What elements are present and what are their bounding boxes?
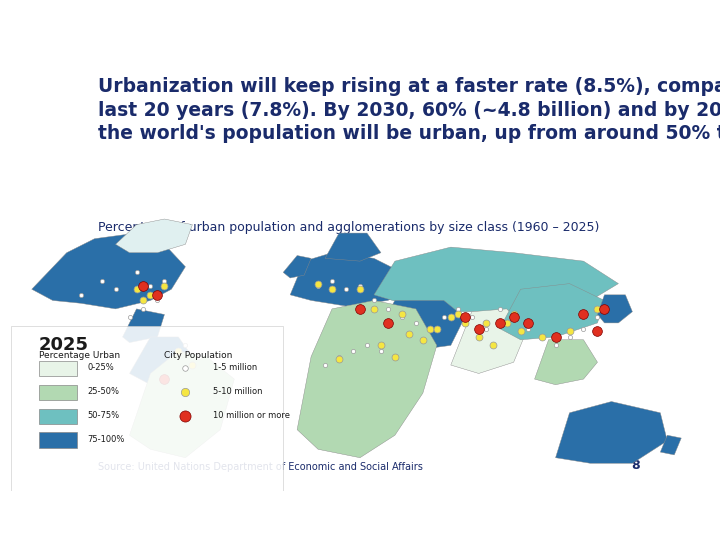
Polygon shape (130, 351, 234, 458)
Text: Source: United Nations Department of Economic and Social Affairs: Source: United Nations Department of Eco… (99, 462, 423, 472)
Polygon shape (556, 402, 667, 463)
Polygon shape (534, 340, 598, 384)
FancyBboxPatch shape (11, 326, 283, 491)
Polygon shape (297, 300, 437, 458)
Text: 0-25%: 0-25% (88, 363, 114, 373)
Polygon shape (374, 247, 618, 312)
Polygon shape (500, 284, 605, 340)
Polygon shape (130, 337, 192, 384)
Text: 10 million or more: 10 million or more (213, 411, 290, 420)
FancyBboxPatch shape (39, 384, 77, 400)
Text: City Population: City Population (164, 351, 233, 360)
Polygon shape (290, 253, 409, 306)
Polygon shape (311, 314, 388, 384)
Text: 1-5 million: 1-5 million (213, 363, 258, 373)
Text: Urbanization will keep rising at a faster rate (8.5%), compared to the
last 20 y: Urbanization will keep rising at a faste… (99, 77, 720, 143)
Text: Percentage Urban: Percentage Urban (39, 351, 120, 360)
Polygon shape (122, 309, 164, 342)
FancyBboxPatch shape (39, 409, 77, 424)
Text: 50-75%: 50-75% (88, 411, 120, 420)
Polygon shape (32, 233, 186, 309)
Text: 8: 8 (631, 460, 639, 472)
FancyBboxPatch shape (39, 361, 77, 376)
Polygon shape (325, 233, 381, 261)
Polygon shape (115, 219, 192, 253)
Text: 75-100%: 75-100% (88, 435, 125, 444)
FancyBboxPatch shape (39, 433, 77, 448)
Polygon shape (451, 309, 528, 374)
Text: Percentage of urban population and agglomerations by size class (1960 – 2025): Percentage of urban population and agglo… (99, 221, 600, 234)
Polygon shape (374, 300, 465, 351)
Text: 2025: 2025 (39, 335, 89, 354)
Text: 5-10 million: 5-10 million (213, 387, 263, 396)
Polygon shape (660, 435, 681, 455)
Text: 25-50%: 25-50% (88, 387, 120, 396)
Polygon shape (283, 255, 311, 278)
Polygon shape (598, 295, 632, 323)
